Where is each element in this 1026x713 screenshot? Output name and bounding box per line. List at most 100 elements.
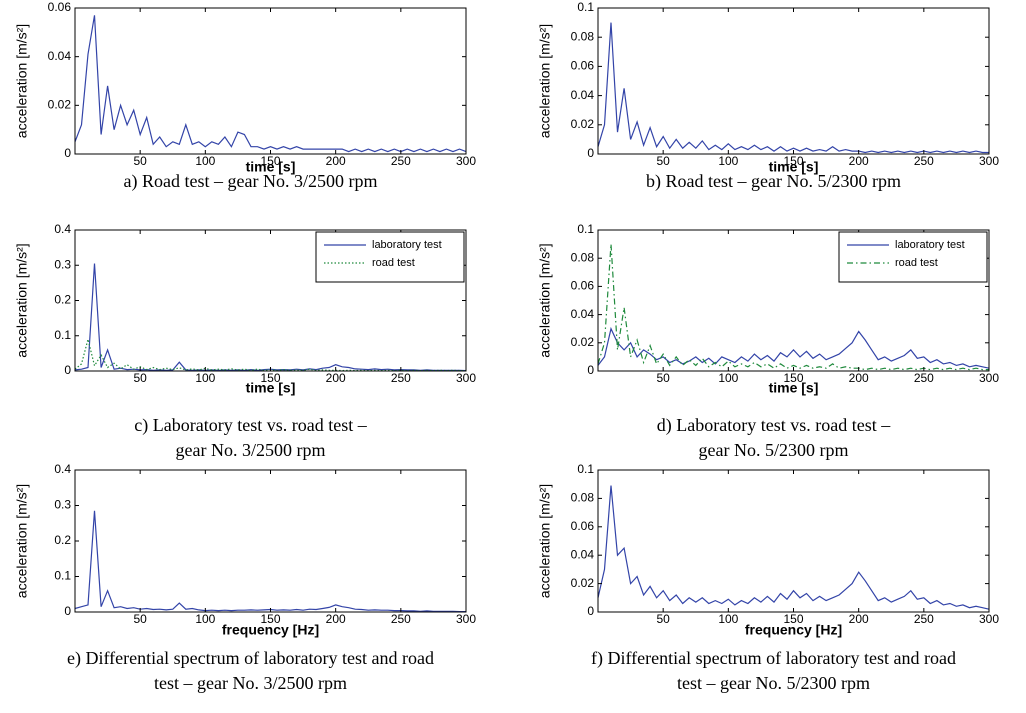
- y-tick-label: 0.1: [577, 462, 594, 476]
- axes-frame: [74, 469, 467, 613]
- y-tick-label: 0: [64, 604, 71, 618]
- y-tick-label: 0.08: [571, 250, 595, 264]
- y-axis-label: acceleration [m/s²]: [14, 484, 30, 598]
- legend-label: laboratory test: [895, 239, 965, 251]
- subplot: 50 100 150 200 250 300 0 0.02 0.04 0.06 0.08 0.1 fre…: [537, 462, 1000, 693]
- x-tick-label: 50: [133, 612, 147, 626]
- y-axis-label: acceleration [m/s²]: [537, 484, 553, 598]
- y-tick-label: 0.1: [577, 0, 594, 14]
- x-tick-label: 200: [326, 612, 346, 626]
- legend-box: [838, 231, 988, 283]
- x-tick-label: 300: [456, 154, 476, 168]
- y-tick-label: 0.2: [54, 533, 71, 547]
- y-tick-label: 0.06: [48, 0, 72, 14]
- x-axis-label: time [s]: [769, 159, 819, 175]
- axes-frame: [597, 7, 990, 155]
- x-axis-label: frequency [Hz]: [745, 622, 842, 638]
- y-axis-label: acceleration [m/s²]: [14, 24, 30, 138]
- y-tick-label: 0.1: [54, 569, 71, 583]
- y-tick-label: 0.02: [571, 117, 595, 131]
- x-tick-label: 300: [456, 371, 476, 385]
- x-axis-label: frequency [Hz]: [222, 622, 319, 638]
- x-tick-label: 150: [783, 371, 803, 385]
- x-tick-label: 150: [260, 371, 280, 385]
- x-tick-label: 150: [783, 612, 803, 626]
- y-tick-label: 0.3: [54, 498, 71, 512]
- y-axis-label: acceleration [m/s²]: [537, 243, 553, 357]
- legend-box: [315, 231, 465, 283]
- x-tick-label: 100: [718, 371, 738, 385]
- caption: f) Differential spectrum of laboratory t…: [591, 648, 956, 669]
- x-tick-label: 300: [979, 154, 999, 168]
- y-tick-label: 0.06: [571, 279, 595, 293]
- subplot: 50 100 150 200 250 300 0 0.02 0.04 0.06 0.08 0.1 tim…: [537, 0, 1000, 192]
- y-tick-label: 0.08: [571, 491, 595, 505]
- x-tick-label: 50: [133, 371, 147, 385]
- caption: a) Road test – gear No. 3/2500 rpm: [124, 171, 378, 192]
- data-line: [597, 485, 990, 610]
- x-tick-label: 100: [718, 154, 738, 168]
- data-line: [597, 22, 989, 154]
- y-tick-label: 0.02: [48, 98, 72, 112]
- y-tick-label: 0: [587, 146, 594, 160]
- legend-label: laboratory test: [372, 239, 442, 251]
- x-tick-label: 100: [195, 612, 215, 626]
- y-tick-label: 0.06: [571, 59, 595, 73]
- caption: test – gear No. 3/2500 rpm: [154, 673, 347, 693]
- x-tick-label: 250: [391, 154, 411, 168]
- y-tick-label: 0: [587, 363, 594, 377]
- y-axis-label: acceleration [m/s²]: [537, 24, 553, 138]
- y-tick-label: 0.04: [571, 547, 595, 561]
- y-tick-label: 0.2: [54, 293, 71, 307]
- legend-label: road test: [372, 257, 415, 269]
- x-tick-label: 200: [326, 154, 346, 168]
- caption: e) Differential spectrum of laboratory t…: [67, 648, 434, 669]
- x-tick-label: 250: [391, 612, 411, 626]
- y-tick-label: 0: [587, 604, 594, 618]
- x-tick-label: 250: [914, 154, 934, 168]
- y-tick-label: 0.02: [571, 335, 595, 349]
- y-axis-label: acceleration [m/s²]: [14, 243, 30, 357]
- data-line: [74, 510, 466, 613]
- data-line: [74, 339, 466, 372]
- y-tick-label: 0.04: [571, 88, 595, 102]
- x-axis-label: time [s]: [246, 159, 296, 175]
- x-tick-label: 300: [456, 612, 476, 626]
- x-tick-label: 150: [260, 612, 280, 626]
- y-tick-label: 0.06: [571, 519, 595, 533]
- x-tick-label: 300: [979, 371, 999, 385]
- data-line: [597, 326, 990, 369]
- y-tick-label: 0.1: [577, 222, 594, 236]
- subplot: 50 100 150 200 250 300 0 0.02 0.04 0.06 0.08 0.1 tim…: [537, 222, 1000, 460]
- x-tick-label: 50: [656, 371, 670, 385]
- y-tick-label: 0.02: [571, 576, 595, 590]
- x-tick-label: 150: [260, 154, 280, 168]
- y-tick-label: 0.4: [54, 462, 71, 476]
- x-tick-label: 100: [195, 154, 215, 168]
- x-axis-label: time [s]: [769, 380, 819, 396]
- x-tick-label: 200: [849, 154, 869, 168]
- x-tick-label: 50: [656, 612, 670, 626]
- x-axis-label: time [s]: [246, 380, 296, 396]
- caption: d) Laboratory test vs. road test –: [657, 415, 891, 436]
- caption: gear No. 3/2500 rpm: [176, 440, 326, 460]
- x-tick-label: 50: [656, 154, 670, 168]
- y-tick-label: 0: [64, 363, 71, 377]
- y-tick-label: 0.04: [48, 49, 72, 63]
- x-tick-label: 150: [783, 154, 803, 168]
- y-tick-label: 0.08: [571, 29, 595, 43]
- caption: c) Laboratory test vs. road test –: [134, 415, 367, 436]
- x-tick-label: 300: [979, 612, 999, 626]
- data-line: [74, 15, 467, 153]
- x-tick-label: 100: [718, 612, 738, 626]
- axes-frame: [74, 7, 467, 155]
- x-tick-label: 250: [914, 371, 934, 385]
- subplot: 50 100 150 200 250 300 0 0.1 0.2 0.3 0.4 frequency …: [14, 462, 477, 693]
- x-tick-label: 250: [914, 612, 934, 626]
- x-tick-label: 250: [391, 371, 411, 385]
- y-tick-label: 0.1: [54, 328, 71, 342]
- y-tick-label: 0.4: [54, 222, 71, 236]
- x-tick-label: 200: [849, 371, 869, 385]
- x-tick-label: 200: [326, 371, 346, 385]
- y-tick-label: 0.3: [54, 257, 71, 271]
